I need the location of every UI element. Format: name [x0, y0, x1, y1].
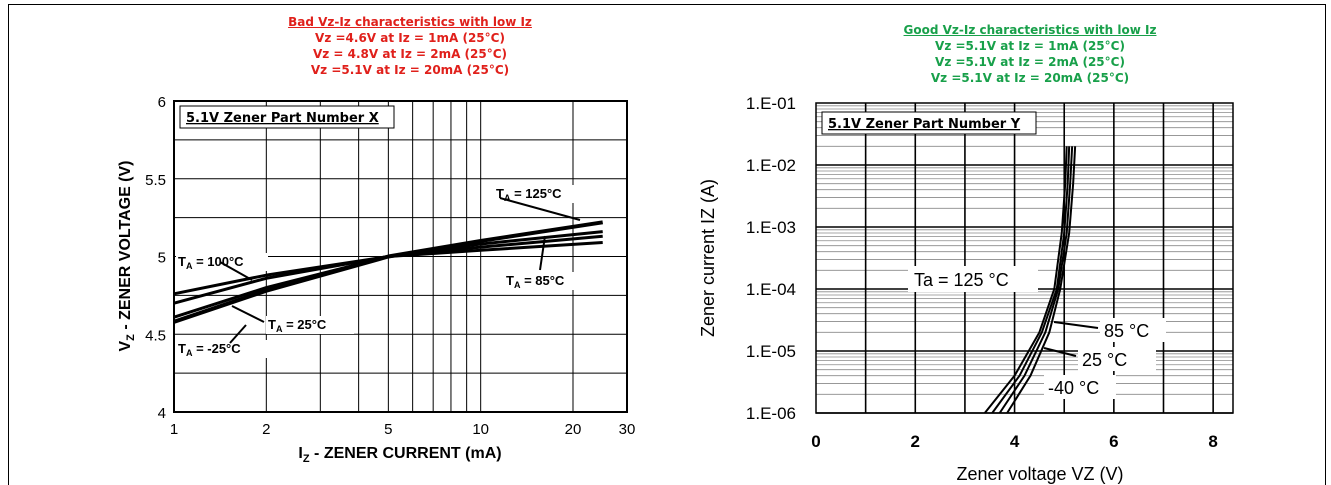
left-y-tick-label: 4.5: [145, 327, 166, 344]
annotation-100c: TA = 100°C: [178, 254, 244, 271]
left-x-tick-label: 10: [472, 421, 489, 438]
right-series-line: [984, 146, 1068, 414]
left-x-label-rest: - ZENER CURRENT (mA): [310, 445, 502, 462]
left-x-tick-label: 20: [565, 421, 582, 438]
right-header-line-2: Vz =5.1V at Iz = 2mA (25°C): [935, 55, 1125, 69]
left-chart: 1 2 5 10 20 30 4 4.5 5 5.5 6 5.1V Zener Part Numbe…: [117, 94, 635, 465]
annotation-25c-right: 25 °C: [1082, 350, 1127, 370]
left-series-line: [173, 241, 603, 296]
left-y-tick-label: 5.5: [145, 172, 166, 189]
figure-frame: [8, 4, 1326, 485]
right-chart-title: Good Vz-Iz characteristics with low Iz: [903, 23, 1157, 37]
left-x-tick-label: 1: [170, 421, 178, 438]
left-x-tick-label: 2: [262, 421, 270, 438]
left-header-line-3: Vz =5.1V at Iz = 20mA (25°C): [310, 63, 510, 77]
right-y-tick-label: 1.E-05: [746, 342, 796, 361]
right-y-tick-label: 1.E-03: [746, 218, 796, 237]
left-chart-header: Bad Vz-Iz characteristics with low Iz Vz…: [230, 14, 590, 78]
right-series-line: [998, 146, 1074, 414]
left-x-tick-label: 30: [619, 421, 636, 438]
left-x-label-sub: Z: [303, 453, 310, 465]
left-y-tick-label: 5: [158, 250, 166, 267]
left-y-tick-label: 4: [158, 405, 166, 422]
annotation-minus25c: TA = -25°C: [178, 341, 241, 358]
right-y-tick-label: 1.E-02: [746, 156, 796, 175]
right-part-label-box: [821, 111, 1037, 135]
left-y-axis-label: VZ - ZENER VOLTAGE (V): [117, 160, 137, 351]
left-x-label-main: I: [298, 445, 302, 462]
right-y-tick-label: 1.E-06: [746, 404, 796, 423]
right-tick-labels: 0 2 4 6 8 1.E-06 1.E-05 1.E-04 1.E-03 1.E-02 1.E-0…: [746, 94, 1218, 451]
right-y-axis-label: Zener current IZ (A): [698, 179, 718, 337]
right-series: [984, 146, 1077, 414]
right-x-tick-label: 4: [1010, 432, 1020, 451]
left-tick-labels: 1 2 5 10 20 30 4 4.5 5 5.5 6: [145, 94, 635, 438]
right-x-axis-label: Zener voltage VZ (V): [956, 464, 1123, 484]
left-header-line-2: Vz = 4.8V at Iz = 2mA (25°C): [312, 47, 508, 61]
left-plot-frame: [173, 100, 628, 413]
annotation-25c: TA = 25°C: [268, 317, 327, 334]
right-header-line-1: Vz =5.1V at Iz = 1mA (25°C): [935, 39, 1125, 53]
right-chart: 0 2 4 6 8 1.E-06 1.E-05 1.E-04 1.E-03 1.E-02 1.E-0…: [698, 94, 1234, 484]
left-x-tick-label: 5: [384, 421, 392, 438]
left-series: [173, 220, 604, 324]
left-y-label-sub: Z: [125, 334, 137, 341]
left-chart-title: Bad Vz-Iz characteristics with low Iz: [288, 15, 532, 29]
right-plot-frame: [815, 102, 1234, 414]
left-annotations: TA = 125°C TA = 100°C TA = 85°C TA = 25°…: [176, 185, 594, 358]
right-annotations: Ta = 125 °C 85 °C 25 °C -40 °C: [908, 266, 1166, 399]
left-y-tick-label: 6: [158, 94, 166, 111]
annotation-85c-right: 85 °C: [1104, 321, 1149, 341]
right-header-line-3: Vz =5.1V at Iz = 20mA (25°C): [930, 71, 1130, 85]
right-x-tick-label: 8: [1208, 432, 1217, 451]
annotation-125c: TA = 125°C: [496, 186, 562, 203]
right-chart-header: Good Vz-Iz characteristics with low Iz V…: [850, 22, 1210, 86]
right-series-line: [1006, 146, 1077, 414]
left-y-label-rest: - ZENER VOLTAGE (V): [117, 160, 134, 334]
left-part-label-box: [179, 105, 395, 129]
annotation-minus40c: -40 °C: [1048, 378, 1099, 398]
right-y-tick-label: 1.E-01: [746, 94, 796, 113]
right-x-tick-label: 0: [811, 432, 820, 451]
left-y-label-main: V: [117, 341, 134, 352]
left-header-line-1: Vz =4.6V at Iz = 1mA (25°C): [315, 31, 505, 45]
annotation-85c: TA = 85°C: [506, 273, 565, 290]
right-part-label: 5.1V Zener Part Number Y: [828, 117, 1021, 132]
left-part-label: 5.1V Zener Part Number X: [186, 111, 379, 126]
annotation-ta-125c: Ta = 125 °C: [914, 270, 1009, 290]
left-x-axis-label: IZ - ZENER CURRENT (mA): [298, 445, 501, 465]
right-x-tick-label: 6: [1109, 432, 1118, 451]
right-x-tick-label: 2: [911, 432, 920, 451]
right-series-line: [991, 146, 1071, 414]
right-y-tick-label: 1.E-04: [746, 280, 796, 299]
